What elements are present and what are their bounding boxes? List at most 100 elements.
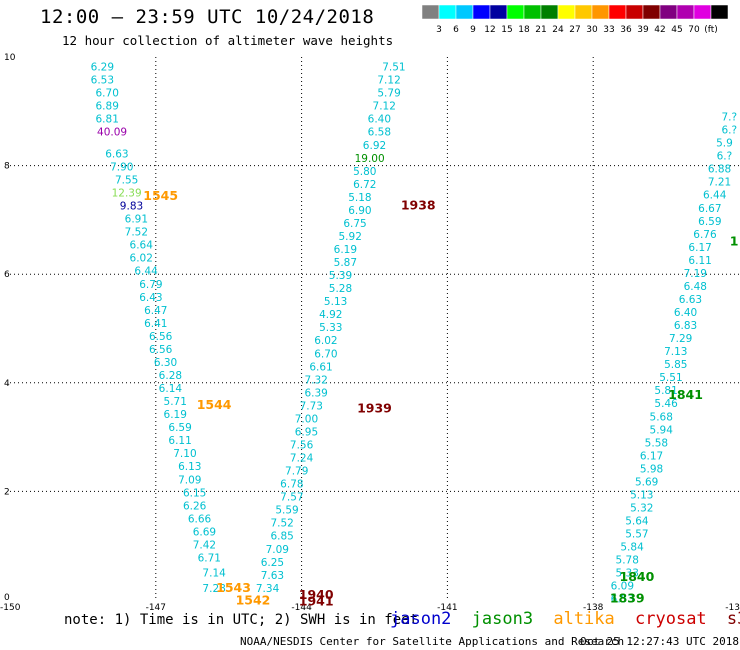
data-point: 6.85 (270, 531, 293, 543)
data-point: 6.67 (698, 203, 721, 215)
scale-swatch (489, 4, 508, 20)
scale-swatch (506, 4, 525, 20)
data-point: 7.12 (373, 101, 396, 113)
mission-jason3: jason3 (471, 609, 534, 629)
data-point: 5.85 (664, 359, 687, 371)
scale-label: 30 (586, 25, 598, 35)
data-point: 6.70 (314, 348, 337, 360)
data-point: 7.73 (300, 400, 323, 412)
data-point: 6.13 (178, 461, 201, 473)
data-point: 5.33 (319, 322, 342, 334)
data-point: 6.44 (134, 266, 158, 278)
data-point: 6.92 (363, 140, 386, 152)
mission-legend: jason2 jason3 altika cryosat s3a (390, 609, 740, 629)
data-point: 6.15 (183, 487, 206, 499)
scale-label: 18 (518, 25, 530, 35)
color-scale-legend: 3 6 9 12 15 18 21 24 27 30 33 36 39 42 45 70 (ft) (421, 4, 738, 43)
data-point: 6.30 (154, 357, 177, 369)
data-point: 19.00 (355, 153, 385, 165)
scale-swatch (540, 4, 559, 20)
chart-gridlines (10, 57, 739, 600)
data-point: 5.32 (630, 502, 653, 514)
data-point: 6.41 (144, 318, 167, 330)
data-point: 7.24 (290, 453, 314, 465)
x-tick-label: -13 (725, 603, 740, 613)
scale-label: 27 (569, 25, 580, 35)
data-point: 6.14 (159, 383, 183, 395)
mission-cryosat: cryosat (635, 609, 707, 629)
scale-label: 45 (671, 25, 682, 35)
data-point: 6.11 (688, 255, 711, 267)
scale-label: 12 (484, 25, 495, 35)
y-tick-label: 8 (4, 162, 10, 172)
scale-swatch (710, 4, 729, 20)
chart-axis-labels: -150 -147 -144 -141 -138 -13 0 2 4 6 8 10 (0, 53, 740, 613)
data-point: 5.78 (616, 555, 639, 567)
data-point: 6.61 (309, 361, 332, 373)
data-point: 6.66 (188, 513, 212, 525)
data-point: 6.76 (693, 229, 717, 241)
data-point: 6.75 (343, 218, 366, 230)
data-point: 6.81 (96, 114, 119, 126)
data-point: 4.92 (319, 309, 342, 321)
data-point: 6.63 (105, 148, 128, 160)
x-tick-label: -144 (291, 603, 312, 613)
scale-swatch (421, 4, 440, 20)
data-point: 6.63 (679, 294, 702, 306)
data-point: 7.21 (708, 177, 731, 189)
scale-label: 3 (436, 25, 442, 35)
data-point: 9.83 (120, 201, 143, 213)
time-label: 1841 (668, 387, 703, 402)
data-point: 5.58 (645, 437, 668, 449)
data-point: 6.19 (164, 409, 187, 421)
data-point: 6.64 (130, 240, 154, 252)
data-point: 6.40 (674, 307, 697, 319)
scale-swatch (693, 4, 712, 20)
data-point: 6.78 (280, 479, 303, 491)
data-point: 12.39 (112, 188, 142, 200)
scale-label: 36 (620, 25, 632, 35)
chart-subtitle: 12 hour collection of altimeter wave hei… (62, 33, 394, 48)
time-label: 1940 (299, 587, 334, 602)
data-point: 6.26 (183, 500, 207, 512)
data-point: 7.63 (261, 570, 284, 582)
data-point: 5.46 (654, 398, 678, 410)
data-point: 6.59 (168, 422, 191, 434)
scale-swatch (608, 4, 627, 20)
data-point: 5.33 (616, 568, 639, 580)
data-point: 5.57 (625, 529, 648, 541)
data-point: 7.14 (202, 568, 226, 580)
time-label: 1941 (299, 593, 334, 608)
data-point: 7.12 (377, 75, 400, 87)
data-point: 7.52 (125, 227, 148, 239)
scale-swatch (642, 4, 661, 20)
data-point: 5.87 (334, 257, 357, 269)
scale-swatch (523, 4, 542, 20)
data-point: 7.90 (110, 161, 133, 173)
data-point: 5.69 (635, 476, 658, 488)
data-point: 5.39 (329, 270, 352, 282)
scale-label: 24 (552, 25, 564, 35)
scale-swatch (625, 4, 644, 20)
data-point: 6.47 (144, 305, 167, 317)
time-label: 1543 (216, 580, 251, 595)
data-point: 6.89 (96, 101, 119, 113)
data-point: 6.72 (353, 179, 376, 191)
data-point: 7.51 (382, 62, 405, 74)
data-point: 5.80 (353, 166, 376, 178)
scale-label: (ft) (704, 25, 718, 35)
x-tick-label: -141 (437, 603, 457, 613)
data-point: 5.28 (329, 283, 352, 295)
data-point: 6.90 (348, 205, 371, 217)
time-label: 1544 (197, 397, 232, 412)
data-point: 6.70 (96, 88, 119, 100)
data-point: 7.32 (304, 374, 327, 386)
data-point: 6.28 (159, 370, 182, 382)
data-point: 7.52 (270, 518, 293, 530)
data-point: 6.29 (91, 62, 114, 74)
time-label: 1840 (620, 569, 655, 584)
data-point: 6.25 (261, 557, 284, 569)
data-point: 5.64 (625, 516, 649, 528)
data-point: 5.92 (339, 231, 362, 243)
